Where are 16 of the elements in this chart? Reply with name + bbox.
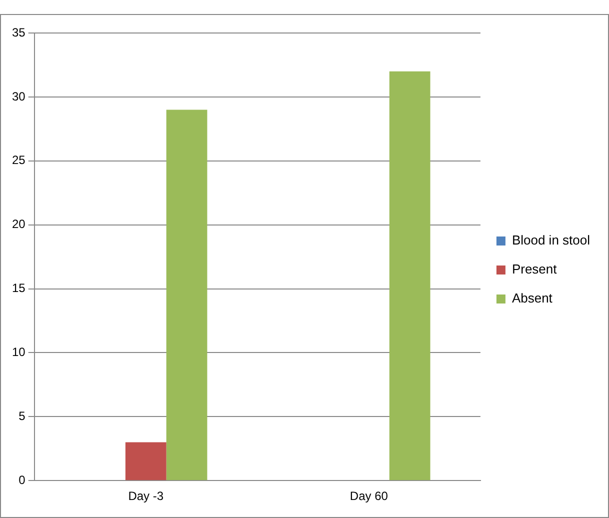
legend-label: Absent [512,290,553,306]
legend-label: Blood in stool [512,232,590,248]
y-tick-label: 0 [18,472,26,487]
y-tick-label: 30 [12,89,26,104]
y-tick-label: 25 [12,153,26,168]
bar [125,442,166,480]
y-tick-label: 15 [12,281,26,296]
y-tick-label: 5 [18,408,26,423]
x-tick-label: Day 60 [350,489,388,504]
legend-label: Present [512,262,558,277]
bar [389,71,430,480]
x-tick-label: Day -3 [128,489,164,504]
y-tick-label: 20 [12,217,26,232]
y-tick-label: 10 [12,345,26,360]
bar [166,110,208,480]
y-tick-label: 35 [12,25,26,40]
